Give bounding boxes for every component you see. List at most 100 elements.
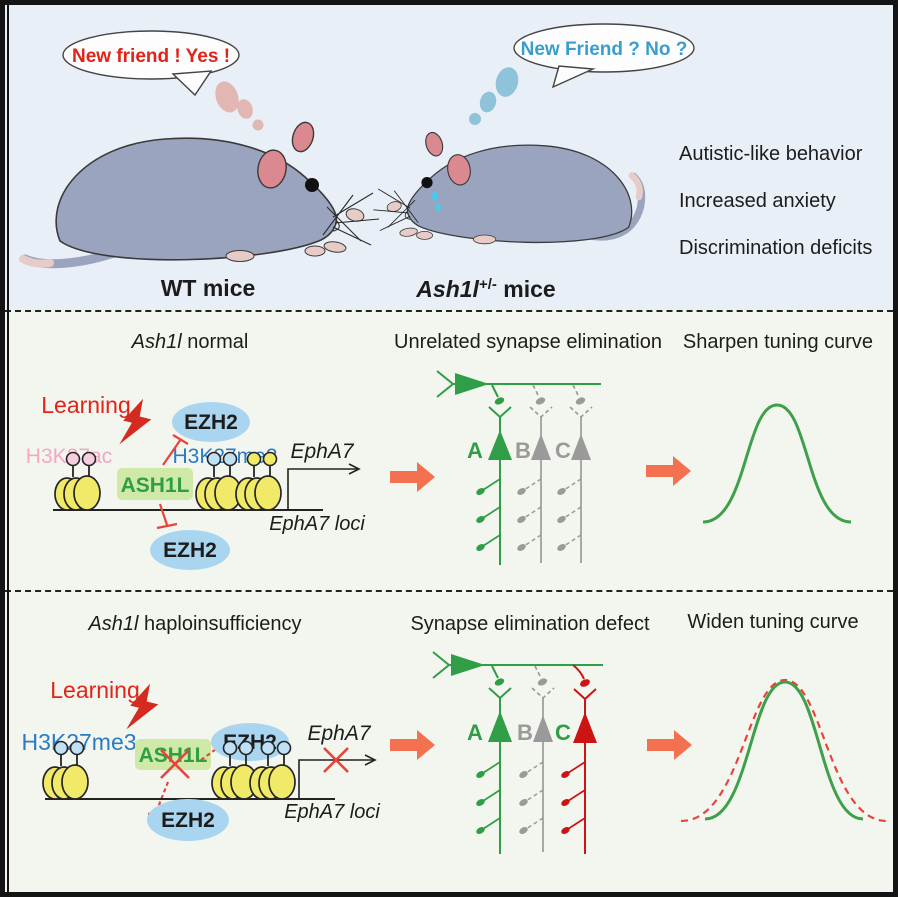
mutant-mouse-ear [447, 154, 471, 186]
neuron-a-label: A [467, 720, 483, 745]
panel-mice: New friend ! Yes ! [5, 5, 893, 310]
epha7-gene-label: EphA7 [290, 440, 354, 463]
mutant-mouse-label: Ash1l+/- mice [415, 276, 555, 302]
synapse-bouton [474, 789, 501, 809]
neuron-c-label: C [555, 438, 571, 463]
wt-mouse-far-ear [291, 121, 315, 153]
ezh2-top: EZH2 [172, 402, 250, 442]
flow-arrow-icon [390, 730, 435, 760]
neuron-c: C [555, 384, 593, 563]
tear-drop [431, 191, 439, 201]
panel-ash1l-normal: Ash1l normal Learning EZH2 H3K27ac H3K27… [5, 310, 893, 590]
mutant-thought-dots [469, 67, 519, 125]
neuron-diagram-normal: A B [436, 370, 601, 565]
neuron-diagram-defect: A B [432, 651, 603, 854]
epha7-loci-label: EphA7 loci [284, 801, 380, 823]
learning-label: Learning [50, 677, 140, 703]
mid-curve-title: Sharpen tuning curve [683, 331, 873, 353]
svg-text:EZH2: EZH2 [161, 809, 215, 832]
mutant-mouse-eye [421, 177, 433, 189]
normal-tuning-curve-green [704, 680, 864, 821]
wt-speech-text: New friend ! Yes ! [72, 46, 230, 67]
neuron-a: A [467, 665, 512, 854]
wt-mouse-body [55, 137, 338, 261]
synapse-bouton [559, 761, 586, 781]
neuron-a-label: A [467, 438, 483, 463]
axon [432, 651, 603, 679]
flow-arrow-icon [646, 456, 691, 486]
behavior-item: Increased anxiety [679, 190, 836, 212]
sharp-tuning-curve [702, 403, 852, 524]
wt-mouse-ear [257, 149, 287, 189]
learning-label: Learning [41, 392, 131, 418]
flow-arrow-icon [390, 462, 435, 492]
epha7-gene-label: EphA7 [307, 722, 371, 745]
ash1l-normal-scene: Ash1l normal Learning EZH2 H3K27ac H3K27… [26, 331, 873, 570]
red-x-icon [323, 747, 349, 773]
synapse-bouton [555, 478, 582, 498]
panel-ash1l-haploinsufficiency: Ash1l haploinsufficiency Learning H3K27m… [5, 590, 893, 892]
widened-tuning-curve-red [680, 678, 888, 823]
inhibit-arrow-bottom [156, 503, 178, 530]
neuron-b: B [517, 665, 555, 852]
transcription-arrow-blocked [298, 747, 377, 799]
mutant-mouse-body [406, 144, 633, 244]
synapse-bouton [474, 506, 501, 526]
speech-tail [551, 65, 596, 89]
synapse-bouton [474, 478, 501, 498]
neuron-b: B [515, 384, 553, 563]
transcription-arrow [287, 463, 361, 510]
mutant-speech-bubble: New Friend ? No ? [513, 23, 695, 89]
synapse-bouton [474, 761, 501, 781]
behavior-item: Autistic-like behavior [679, 143, 863, 165]
synapse-bouton [517, 817, 544, 837]
mutant-mouse [373, 131, 646, 245]
inhibit-arrow-top [162, 434, 189, 466]
svg-text:ASH1L: ASH1L [139, 744, 208, 767]
ash1l-haplo-scene: Ash1l haploinsufficiency Learning H3K27m… [21, 611, 888, 854]
behavior-list: Autistic-like behavior Increased anxiety… [679, 143, 872, 259]
synapse-bouton [555, 534, 582, 554]
ash1l-box-crossed: ASH1L [135, 739, 211, 779]
flow-arrow-icon [647, 730, 692, 760]
synapse-bouton [515, 478, 542, 498]
speech-tail [171, 70, 213, 97]
synapse-bouton [517, 789, 544, 809]
mice-scene: New friend ! Yes ! [19, 23, 872, 302]
synapse-bouton [515, 534, 542, 554]
ezh2-bottom: EZH2 [150, 530, 230, 570]
mid-synapse-title: Unrelated synapse elimination [394, 331, 662, 353]
neuron-c-persistent: C [555, 664, 597, 854]
ezh2-bottom: EZH2 [147, 799, 229, 841]
axon [436, 370, 601, 398]
neuron-b-label: B [517, 720, 533, 745]
mutant-speech-text: New Friend ? No ? [521, 39, 688, 60]
synapse-bouton [517, 761, 544, 781]
neuron-a: A [467, 384, 512, 565]
red-x-icon [160, 749, 190, 779]
synapse-bouton [474, 817, 501, 837]
behavior-item: Discrimination deficits [679, 237, 872, 259]
synapse-bouton [559, 789, 586, 809]
synapse-bouton [559, 817, 586, 837]
synapse-bouton [555, 506, 582, 526]
wt-mouse-label: WT mice [161, 275, 256, 301]
ash1l-box: ASH1L [117, 468, 193, 500]
bot-curve-title: Widen tuning curve [687, 611, 858, 633]
inner-border-line [7, 5, 9, 892]
mutant-mouse-far-ear [425, 131, 444, 157]
synapse-bouton [515, 506, 542, 526]
wt-thought-dots [215, 81, 264, 131]
wt-speech-bubble: New friend ! Yes ! [62, 30, 240, 97]
svg-text:EZH2: EZH2 [184, 411, 238, 434]
svg-text:EZH2: EZH2 [163, 539, 217, 562]
synapse-bouton [474, 534, 501, 554]
wt-mouse-eye [305, 178, 319, 192]
wt-mouse-whiskers [322, 192, 380, 246]
bot-title: Ash1l haploinsufficiency [87, 613, 301, 635]
bot-synapse-title: Synapse elimination defect [410, 613, 649, 635]
neuron-b-label: B [515, 438, 531, 463]
wt-mouse [19, 121, 380, 269]
tear-drop [435, 203, 441, 212]
